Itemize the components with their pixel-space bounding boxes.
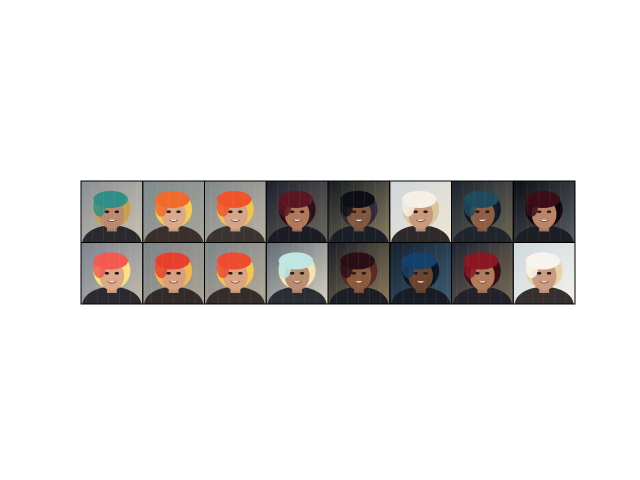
sample-image-r1-c7 bbox=[451, 181, 514, 243]
sample-image-r1-c3 bbox=[204, 181, 267, 243]
sample-image-r2-c4 bbox=[266, 242, 328, 304]
sample-image-r2-c6 bbox=[389, 242, 452, 304]
sample-image-r1-c2 bbox=[142, 181, 205, 243]
sample-image-grid bbox=[80, 180, 576, 305]
sample-image-r2-c7 bbox=[451, 242, 514, 304]
sample-image-r1-c5 bbox=[328, 181, 390, 243]
sample-image-r1-c8 bbox=[513, 181, 575, 243]
sample-image-r2-c2 bbox=[142, 242, 205, 304]
sample-image-r2-c1 bbox=[81, 242, 143, 304]
sample-frame-r2-c8 bbox=[512, 242, 576, 305]
sample-image-r1-c6 bbox=[389, 181, 452, 243]
sample-image-r2-c5 bbox=[328, 242, 390, 304]
sample-image-r1-c4 bbox=[266, 181, 328, 243]
sample-image-r2-c3 bbox=[204, 242, 267, 304]
sample-image-r2-c8 bbox=[513, 242, 575, 304]
sample-image-r1-c1 bbox=[81, 181, 143, 243]
